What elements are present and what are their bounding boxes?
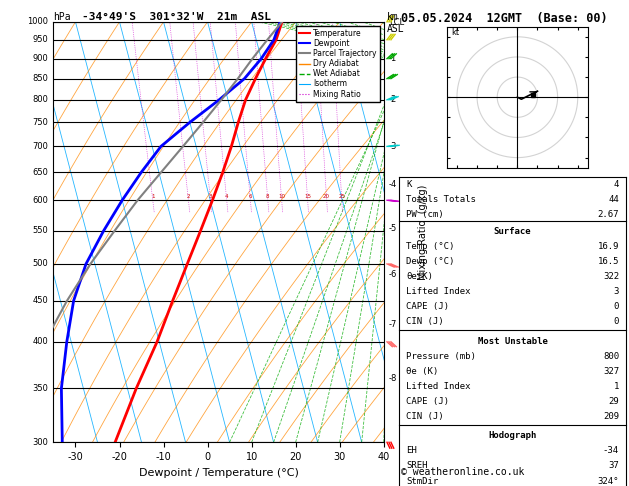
Text: -1: -1	[389, 54, 397, 63]
Text: Hodograph: Hodograph	[489, 432, 537, 440]
Text: 324°: 324°	[598, 476, 619, 486]
Text: 800: 800	[603, 352, 619, 361]
Text: Lifted Index: Lifted Index	[406, 287, 470, 296]
Text: 950: 950	[33, 35, 48, 44]
Text: EH: EH	[406, 447, 417, 455]
Text: 3: 3	[209, 194, 212, 199]
Text: CAPE (J): CAPE (J)	[406, 302, 449, 311]
Text: Pressure (mb): Pressure (mb)	[406, 352, 476, 361]
Text: 300: 300	[33, 438, 48, 447]
Text: 0: 0	[614, 317, 619, 326]
Text: Surface: Surface	[494, 227, 532, 236]
Text: 800: 800	[33, 95, 48, 104]
Text: CAPE (J): CAPE (J)	[406, 397, 449, 406]
Text: 750: 750	[33, 118, 48, 127]
Text: 6: 6	[248, 194, 252, 199]
Text: 20: 20	[323, 194, 330, 199]
Text: 3: 3	[614, 287, 619, 296]
Text: hPa: hPa	[53, 12, 71, 22]
Text: 900: 900	[33, 54, 48, 63]
Text: Most Unstable: Most Unstable	[477, 337, 548, 346]
Text: -4: -4	[389, 180, 397, 189]
Text: StmDir: StmDir	[406, 476, 438, 486]
Text: Dewp (°C): Dewp (°C)	[406, 257, 455, 266]
Text: θe (K): θe (K)	[406, 367, 438, 376]
Text: 350: 350	[33, 384, 48, 393]
Text: 2.67: 2.67	[598, 210, 619, 219]
Text: -5: -5	[389, 224, 397, 233]
Text: 1000: 1000	[28, 17, 48, 26]
Text: Lifted Index: Lifted Index	[406, 382, 470, 391]
Text: PW (cm): PW (cm)	[406, 210, 444, 219]
Text: 850: 850	[33, 74, 48, 83]
Text: 16.9: 16.9	[598, 242, 619, 251]
Text: Totals Totals: Totals Totals	[406, 195, 476, 204]
Text: K: K	[406, 180, 411, 189]
Text: θe(K): θe(K)	[406, 272, 433, 281]
Text: LCL: LCL	[389, 17, 404, 27]
Text: 600: 600	[33, 196, 48, 205]
Text: © weatheronline.co.uk: © weatheronline.co.uk	[401, 467, 525, 477]
Text: Temp (°C): Temp (°C)	[406, 242, 455, 251]
Text: 450: 450	[33, 296, 48, 305]
X-axis label: Dewpoint / Temperature (°C): Dewpoint / Temperature (°C)	[138, 468, 299, 478]
Text: CIN (J): CIN (J)	[406, 412, 444, 421]
Text: 44: 44	[608, 195, 619, 204]
Text: 8: 8	[266, 194, 269, 199]
Text: 1: 1	[151, 194, 155, 199]
Text: 650: 650	[33, 168, 48, 177]
Text: CIN (J): CIN (J)	[406, 317, 444, 326]
Text: 322: 322	[603, 272, 619, 281]
Text: km
ASL: km ASL	[387, 12, 404, 34]
Text: 15: 15	[304, 194, 311, 199]
Text: 500: 500	[33, 260, 48, 268]
Text: 2: 2	[187, 194, 190, 199]
Text: SREH: SREH	[406, 462, 428, 470]
Text: 10: 10	[278, 194, 285, 199]
Text: -7: -7	[389, 320, 397, 330]
Text: 550: 550	[33, 226, 48, 235]
Text: -34: -34	[603, 447, 619, 455]
Text: -34°49'S  301°32'W  21m  ASL: -34°49'S 301°32'W 21m ASL	[82, 12, 270, 22]
Text: Mixing Ratio  (g/kg): Mixing Ratio (g/kg)	[418, 184, 428, 280]
Text: -3: -3	[389, 142, 397, 151]
Text: 4: 4	[614, 180, 619, 189]
Text: 4: 4	[225, 194, 228, 199]
Text: -8: -8	[389, 374, 397, 383]
Text: 400: 400	[33, 337, 48, 347]
Text: kt: kt	[451, 28, 459, 37]
Text: 1: 1	[614, 382, 619, 391]
Text: 37: 37	[608, 462, 619, 470]
Text: 29: 29	[608, 397, 619, 406]
Text: 327: 327	[603, 367, 619, 376]
Text: 25: 25	[338, 194, 345, 199]
Legend: Temperature, Dewpoint, Parcel Trajectory, Dry Adiabat, Wet Adiabat, Isotherm, Mi: Temperature, Dewpoint, Parcel Trajectory…	[296, 26, 380, 102]
Text: -6: -6	[389, 270, 397, 279]
Text: 209: 209	[603, 412, 619, 421]
Text: -2: -2	[389, 95, 397, 104]
Text: 0: 0	[614, 302, 619, 311]
Text: 700: 700	[33, 142, 48, 151]
Text: 05.05.2024  12GMT  (Base: 00): 05.05.2024 12GMT (Base: 00)	[401, 12, 608, 25]
Text: 16.5: 16.5	[598, 257, 619, 266]
